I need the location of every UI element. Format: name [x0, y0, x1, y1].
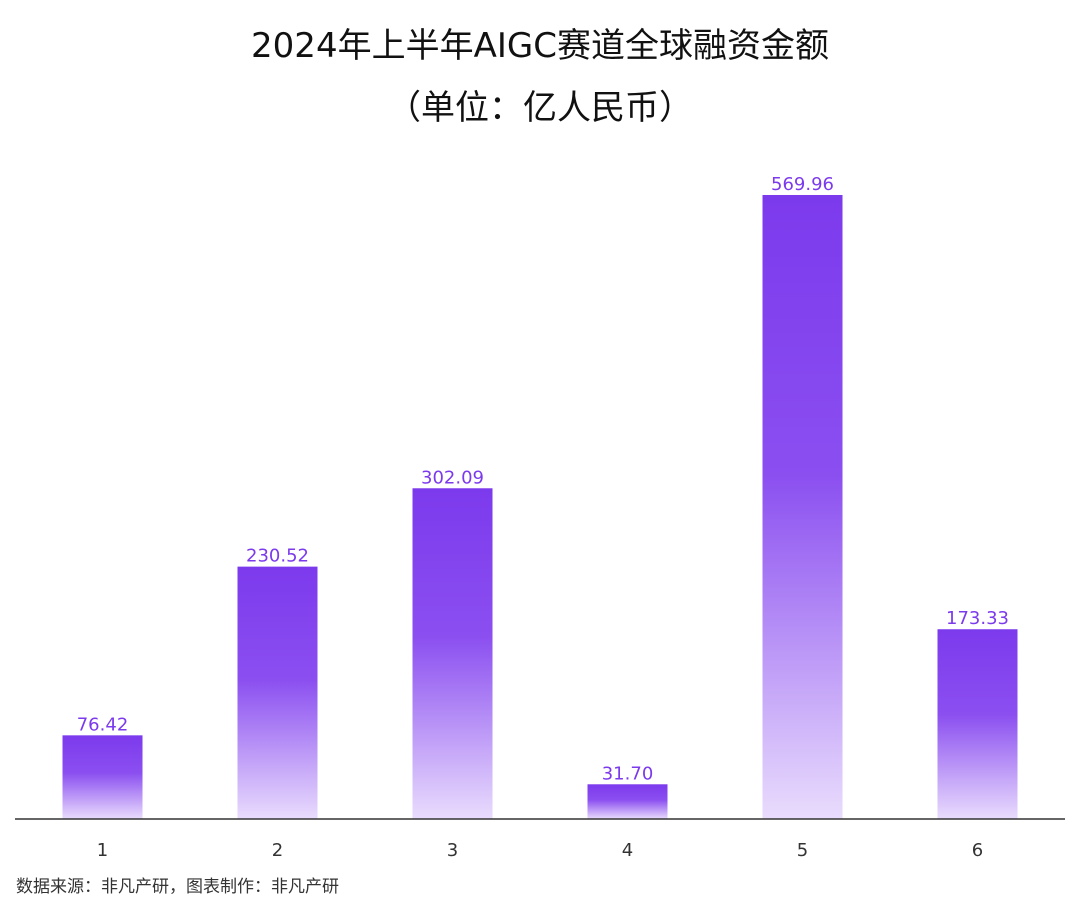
x-tick-label: 1	[97, 840, 108, 861]
bar-1	[62, 735, 143, 819]
bar-3	[412, 488, 493, 819]
bars-group: 76.42 230.52 302.09 31.70 569.96 173.33	[62, 174, 1018, 819]
data-source-note: 数据来源：非凡产研，图表制作：非凡产研	[16, 877, 339, 897]
bar-value-label: 173.33	[946, 608, 1009, 629]
bar-2	[237, 566, 318, 819]
bar-5	[762, 195, 843, 819]
bar-value-label: 302.09	[421, 467, 484, 488]
bar-6	[937, 629, 1018, 819]
chart-title: 2024年上半年AIGC赛道全球融资金额	[251, 26, 829, 66]
x-tick-label: 6	[972, 840, 983, 861]
x-tick-label: 3	[447, 840, 458, 861]
chart-subtitle: （单位：亿人民币）	[387, 88, 693, 128]
x-tick-label: 4	[622, 840, 633, 861]
bar-value-label: 230.52	[246, 546, 309, 567]
bar-value-label: 569.96	[771, 174, 834, 195]
x-tick-label: 2	[272, 840, 283, 861]
x-tick-label: 5	[797, 840, 808, 861]
bar-4	[587, 784, 668, 819]
bar-value-label: 31.70	[602, 763, 654, 784]
bar-value-label: 76.42	[77, 714, 129, 735]
x-tick-labels: 1 2 3 4 5 6	[97, 840, 983, 861]
